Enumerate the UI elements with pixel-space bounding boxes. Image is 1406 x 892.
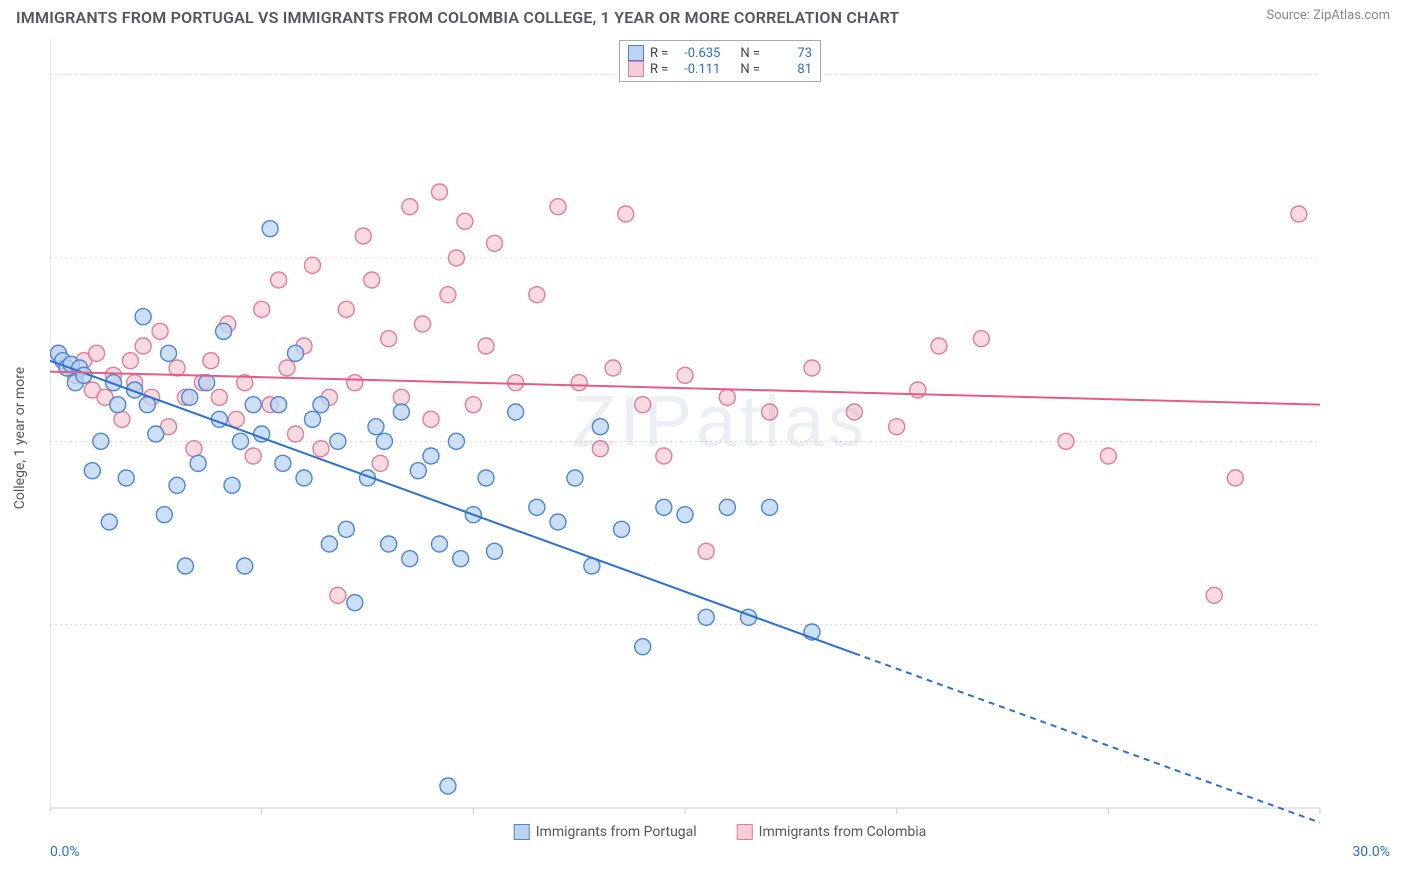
square-icon: [514, 824, 530, 840]
legend-row: R = -0.635 N = 73: [628, 45, 812, 61]
x-tick-max: 30.0%: [1352, 844, 1390, 860]
n-value: 73: [766, 46, 812, 61]
chart-title: IMMIGRANTS FROM PORTUGAL VS IMMIGRANTS F…: [16, 8, 899, 27]
n-label: N =: [740, 62, 760, 77]
source-attribution: Source: ZipAtlas.com: [1266, 8, 1390, 27]
legend-label: Immigrants from Colombia: [759, 824, 927, 840]
x-tick-min: 0.0%: [50, 844, 80, 860]
n-value: 81: [766, 62, 812, 77]
legend-item: Immigrants from Colombia: [737, 824, 927, 840]
r-label: R =: [650, 46, 668, 61]
r-value: -0.111: [674, 62, 720, 77]
chart-area: College, 1 year or more ZIPatlas R = -0.…: [50, 38, 1390, 838]
r-label: R =: [650, 62, 668, 77]
scatter-plot: [50, 38, 1390, 838]
legend-label: Immigrants from Portugal: [536, 824, 697, 840]
n-label: N =: [740, 46, 760, 61]
square-icon: [737, 824, 753, 840]
square-icon: [628, 61, 644, 77]
r-value: -0.635: [674, 46, 720, 61]
series-legend: Immigrants from Portugal Immigrants from…: [514, 824, 927, 840]
legend-item: Immigrants from Portugal: [514, 824, 697, 840]
legend-row: R = -0.111 N = 81: [628, 61, 812, 77]
square-icon: [628, 45, 644, 61]
y-axis-label: College, 1 year or more: [12, 367, 28, 509]
title-bar: IMMIGRANTS FROM PORTUGAL VS IMMIGRANTS F…: [0, 0, 1406, 31]
stats-legend: R = -0.635 N = 73 R = -0.111 N = 81: [619, 40, 821, 82]
